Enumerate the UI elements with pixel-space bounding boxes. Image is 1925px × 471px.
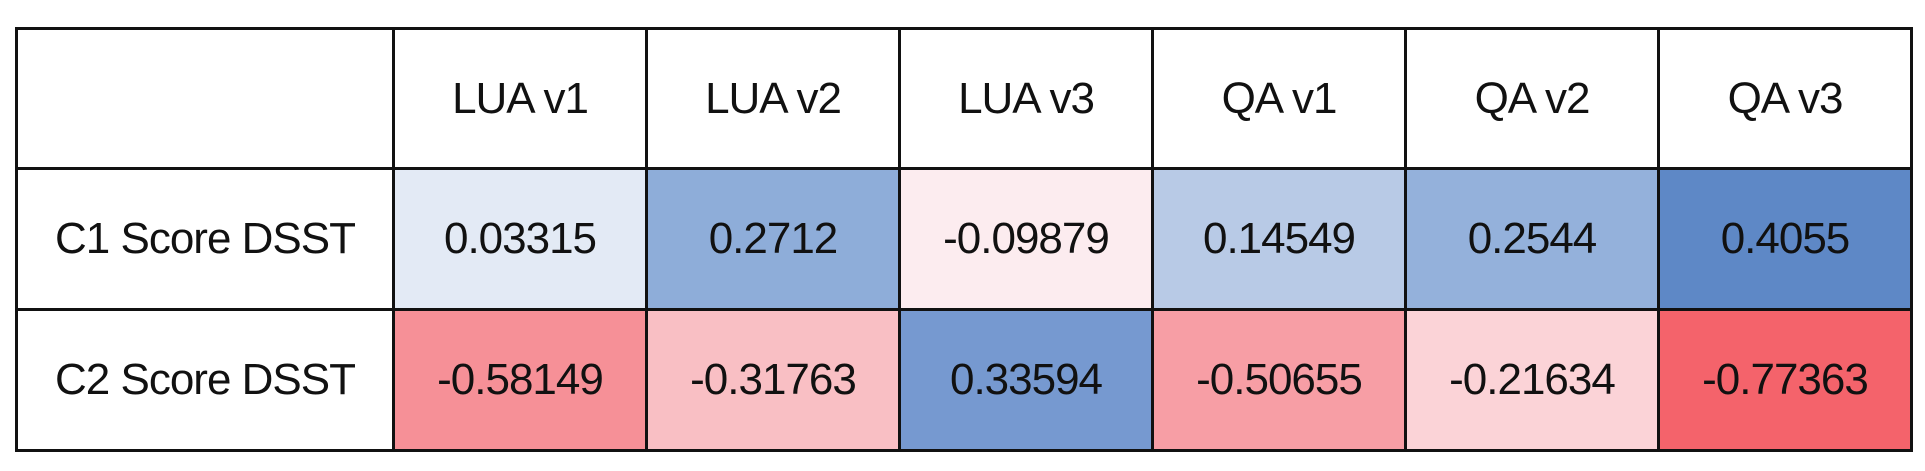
row-label: C1 Score DSST xyxy=(15,167,395,311)
value-cell: -0.50655 xyxy=(1151,308,1407,452)
header-row: LUA v1 LUA v2 LUA v3 QA v1 QA v2 QA v3 xyxy=(15,27,1913,170)
value-cell: -0.21634 xyxy=(1404,308,1660,452)
column-header: LUA v2 xyxy=(645,27,901,170)
value-cell: 0.2712 xyxy=(645,167,901,311)
column-header: QA v2 xyxy=(1404,27,1660,170)
value-cell: -0.09879 xyxy=(898,167,1154,311)
data-row: C2 Score DSST -0.58149 -0.31763 0.33594 -0.5… xyxy=(15,308,1913,452)
column-header: QA v3 xyxy=(1657,27,1913,170)
column-header: LUA v3 xyxy=(898,27,1154,170)
column-header: QA v1 xyxy=(1151,27,1407,170)
value-cell: 0.4055 xyxy=(1657,167,1913,311)
value-cell: 0.33594 xyxy=(898,308,1154,452)
data-row: C1 Score DSST 0.03315 0.2712 -0.09879 0.1454… xyxy=(15,167,1913,311)
value-cell: 0.14549 xyxy=(1151,167,1407,311)
column-header: LUA v1 xyxy=(392,27,648,170)
row-label: C2 Score DSST xyxy=(15,308,395,452)
heatmap-table: LUA v1 LUA v2 LUA v3 QA v1 QA v2 QA v3 C1 Scor… xyxy=(15,27,1913,452)
table-body: LUA v1 LUA v2 LUA v3 QA v1 QA v2 QA v3 C1 Scor… xyxy=(15,27,1913,452)
value-cell: 0.03315 xyxy=(392,167,648,311)
corner-cell xyxy=(15,27,395,170)
value-cell: -0.77363 xyxy=(1657,308,1913,452)
value-cell: 0.2544 xyxy=(1404,167,1660,311)
value-cell: -0.31763 xyxy=(645,308,901,452)
value-cell: -0.58149 xyxy=(392,308,648,452)
